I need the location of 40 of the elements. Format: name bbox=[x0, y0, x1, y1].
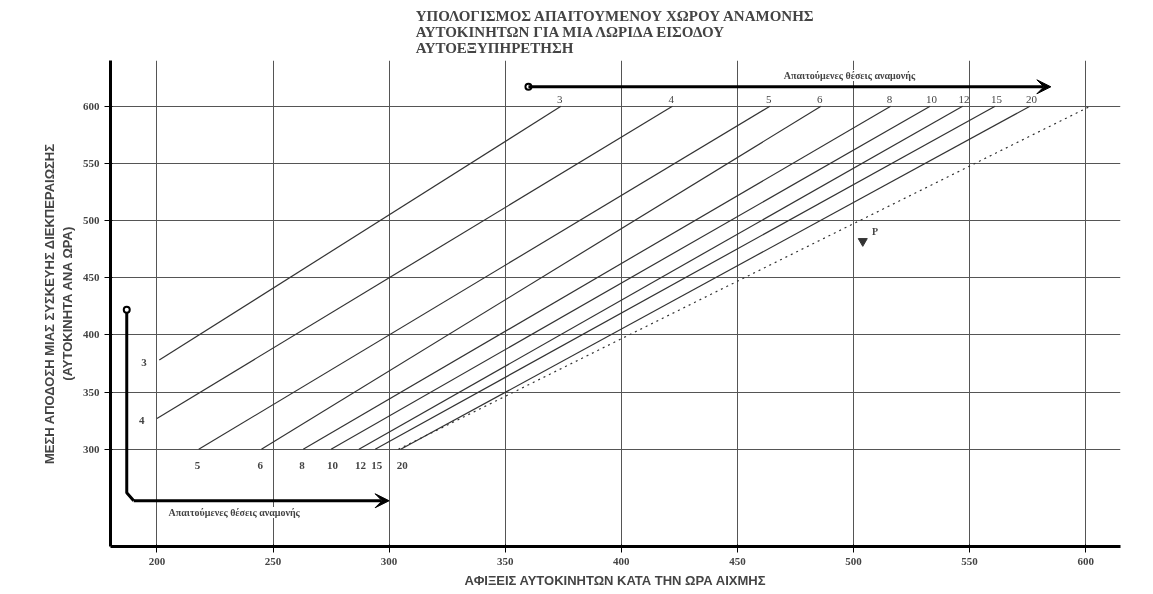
series-label: 6 bbox=[816, 93, 823, 106]
series-label: 10 bbox=[926, 93, 938, 106]
x-tick-label: 550 bbox=[961, 554, 979, 567]
x-tick-label: 350 bbox=[496, 554, 514, 567]
x-tick-label: 250 bbox=[264, 554, 282, 567]
x-tick-label: 450 bbox=[729, 554, 747, 567]
text: 12 bbox=[354, 459, 366, 472]
series-label: 3 bbox=[556, 93, 563, 106]
x-tick-label: 300 bbox=[380, 554, 398, 567]
x-tick-label: 400 bbox=[613, 554, 631, 567]
text: 3 bbox=[141, 356, 147, 369]
y-axis-title: ΜΕΣΗ ΑΠΟΔΟΣΗ ΜΙΑΣ ΣΥΣΚΕΥΗΣ ΔΙΕΚΠΕΡΑΙΩΣΗΣ (ΑΥΤΟΚΙΝΗΤΑ ΑΝΑ ΩΡΑ) bbox=[42, 143, 75, 464]
text: 8 bbox=[299, 459, 305, 472]
chart-title: ΥΠΟΛΟΓΙΣΜΟΣ ΑΠΑΙΤΟΥΜΕΝΟΥ ΧΩΡΟΥ ΑΝΑΜΟΝΗΣ ΑΥΤΟΚΙΝΗΤΩΝ ΓΙΑ ΜΙΑ ΛΩΡΙΔΑ ΕΙΣΟΔΟΥ ΑΥΤΟΕΞΥΠΗΡΕΤΗΣΗ bbox=[415, 7, 814, 56]
text: 10 bbox=[327, 459, 339, 472]
x-tick-label: 600 bbox=[1077, 554, 1095, 567]
x-axis-title: ΑΦΙΞΕΙΣ ΑΥΤΟΚΙΝΗΤΩΝ ΚΑΤΑ ΤΗΝ ΩΡΑ ΑΙΧΜΗΣ bbox=[464, 572, 766, 588]
x-tick-label: 200 bbox=[148, 554, 166, 567]
y-tick-label: 600 bbox=[83, 99, 100, 112]
series-label: 15 bbox=[991, 93, 1003, 106]
x-tick-label: 500 bbox=[845, 554, 863, 567]
annotation: Απαιτούμενες θέσεις αναμονής bbox=[168, 506, 301, 519]
text: 15 bbox=[371, 459, 383, 472]
annotation: Απαιτούμενες θέσεις αναμονής bbox=[783, 70, 916, 83]
series-label: 5 bbox=[765, 93, 772, 106]
series-label: 20 bbox=[1025, 93, 1038, 106]
text: 20 bbox=[396, 459, 408, 472]
y-tick-label: 300 bbox=[83, 442, 100, 455]
y-tick-label: 550 bbox=[83, 156, 100, 169]
y-tick-label: 450 bbox=[83, 271, 100, 284]
y-tick-label: 400 bbox=[83, 328, 100, 341]
series-label: 4 bbox=[668, 93, 675, 106]
series-label: 12 bbox=[958, 93, 970, 106]
text: 6 bbox=[257, 459, 263, 472]
series-label: 8 bbox=[886, 93, 893, 106]
text: 5 bbox=[194, 459, 201, 472]
y-tick-label: 350 bbox=[83, 385, 100, 398]
annotation: P bbox=[872, 225, 879, 237]
y-tick-label: 500 bbox=[83, 214, 100, 227]
text: 4 bbox=[138, 414, 145, 427]
